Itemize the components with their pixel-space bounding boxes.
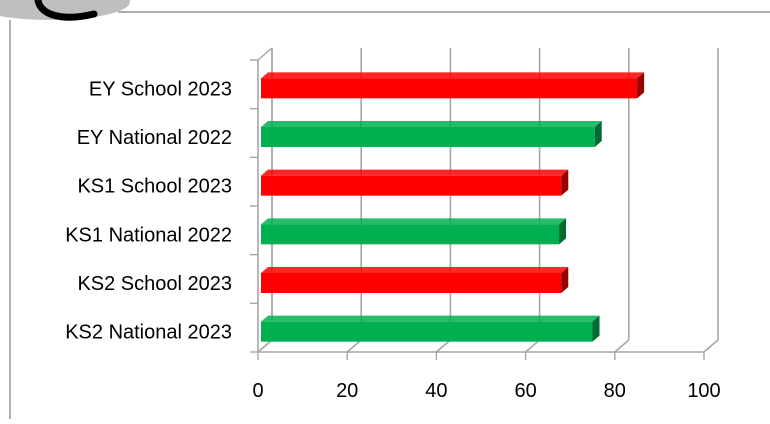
floor-line-80 <box>614 339 630 353</box>
x-tick-label: 80 <box>604 380 626 402</box>
bar-front-face <box>261 175 562 196</box>
bar <box>261 218 567 245</box>
floor-line-60 <box>525 339 541 353</box>
bar <box>261 121 602 147</box>
category-labels: EY School 2023 EY National 2022 KS1 School… <box>65 78 232 343</box>
bar-front-face <box>261 78 638 99</box>
floor-line-100 <box>703 339 719 353</box>
bar-end-face <box>561 169 569 196</box>
bar-end-face <box>561 267 569 293</box>
x-tick-label: 0 <box>252 380 263 402</box>
category-label: KS1 School 2023 <box>77 176 232 198</box>
bar-top-face <box>261 315 600 322</box>
corner-blob-decoration <box>0 0 130 20</box>
bar-end-face <box>594 121 602 147</box>
x-tick-labels: 0 20 40 60 80 100 <box>252 380 720 402</box>
bar-top-face <box>261 218 567 225</box>
floor-line-0 <box>257 339 273 353</box>
bar-end-face <box>637 72 645 99</box>
bar <box>261 315 600 342</box>
bar-front-face <box>261 321 593 342</box>
bar-front-face <box>261 273 562 293</box>
bars <box>261 72 645 342</box>
category-label: KS1 National 2022 <box>65 224 232 246</box>
floor-line-40 <box>435 339 451 353</box>
category-label: EY School 2023 <box>89 78 232 100</box>
x-tick-label: 100 <box>687 380 720 402</box>
bar <box>261 267 569 293</box>
bar-top-face <box>261 169 569 176</box>
bar-front-face <box>261 224 560 245</box>
top-left-edge <box>257 47 273 61</box>
bar-end-face <box>559 218 567 245</box>
x-tick-label: 60 <box>514 380 536 402</box>
x-tick-label: 40 <box>425 380 447 402</box>
x-tick-label: 20 <box>336 380 358 402</box>
category-label: EY National 2022 <box>77 127 232 149</box>
bar-front-face <box>261 127 595 147</box>
bar-end-face <box>592 315 600 342</box>
bar <box>261 72 645 99</box>
category-label: KS2 National 2023 <box>65 322 232 344</box>
bar <box>261 169 569 196</box>
bar-top-face <box>261 121 602 127</box>
bar-top-face <box>261 72 645 79</box>
floor-line-20 <box>346 339 362 353</box>
corner-hook-icon <box>34 0 98 21</box>
category-label: KS2 School 2023 <box>77 273 232 295</box>
bar-top-face <box>261 267 569 273</box>
